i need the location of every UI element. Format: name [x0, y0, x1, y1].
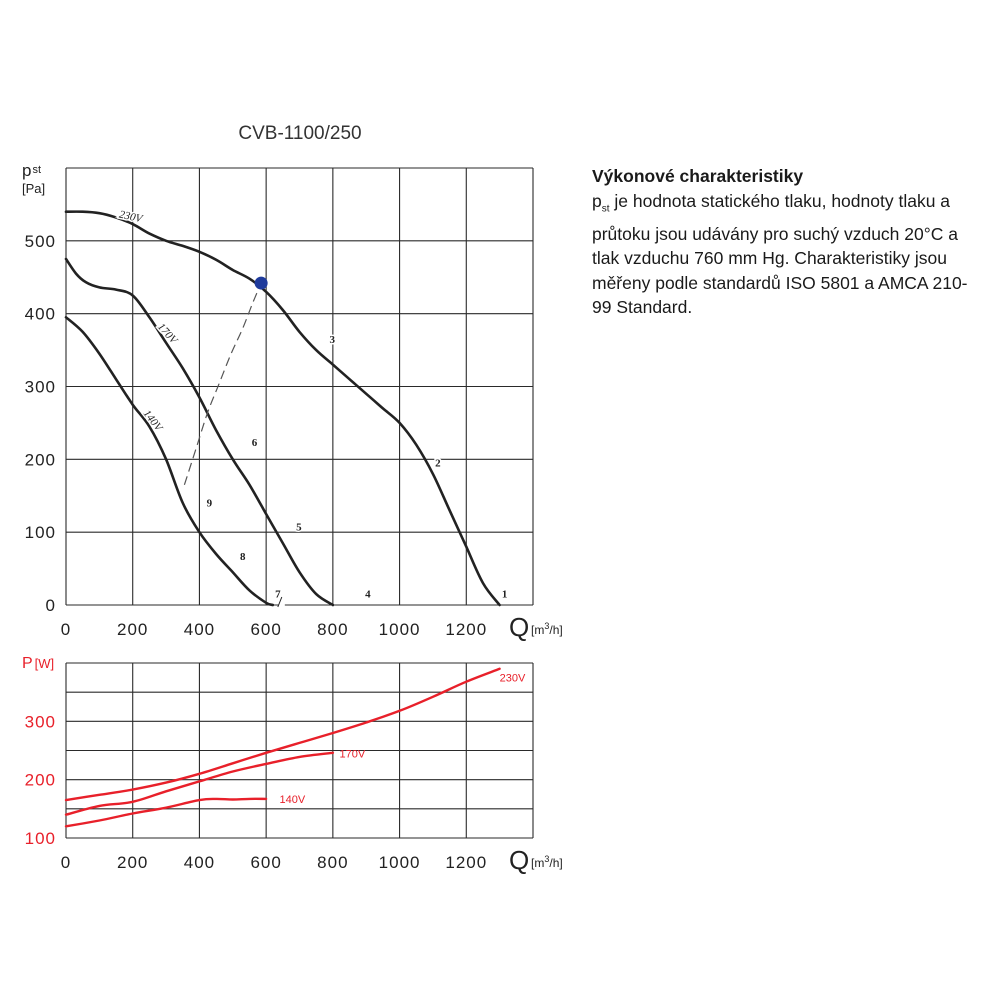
p-x-axis-unit: [m3/h]: [531, 621, 563, 637]
w-y-axis-label: P [W]: [22, 655, 54, 672]
p-operating-point: [254, 276, 268, 290]
w-x-axis-label: Q: [509, 845, 529, 875]
p-xtick-800: 800: [317, 620, 348, 639]
p-xtick-1200: 1200: [445, 620, 487, 639]
p-point-label-8: 8: [240, 551, 246, 563]
w-series-label-170V: 170V: [340, 748, 366, 760]
w-series-230V: [64, 667, 501, 802]
p-point-label-4: 4: [365, 589, 371, 601]
p-x-axis-label: Q: [509, 612, 529, 642]
p-ytick-200: 200: [25, 450, 56, 469]
p-ytick-100: 100: [25, 523, 56, 542]
w-xtick-200: 200: [117, 853, 148, 872]
w-ytick-200: 200: [25, 771, 56, 790]
w-series-170V: [64, 751, 335, 816]
p-ytick-400: 400: [25, 305, 56, 324]
curves-layer: [64, 210, 501, 828]
p-xtick-400: 400: [184, 620, 215, 639]
w-xtick-400: 400: [184, 853, 215, 872]
w-x-axis-unit: [m3/h]: [531, 854, 563, 870]
p-gap-mark-0: [278, 598, 285, 608]
pst-symbol-main: p: [592, 190, 602, 211]
p-xtick-600: 600: [250, 620, 281, 639]
p-series-170V: [64, 257, 335, 607]
p-xtick-1000: 1000: [379, 620, 421, 639]
p-point-label-7: 7: [275, 589, 281, 601]
p-point-label-6: 6: [252, 437, 258, 449]
w-xtick-0: 0: [61, 853, 71, 872]
w-xtick-800: 800: [317, 853, 348, 872]
pst-symbol: pst: [592, 190, 610, 215]
p-ytick-500: 500: [25, 232, 56, 251]
p-chart-title: CVB-1100/250: [238, 123, 361, 144]
p-point-label-1: 1: [502, 589, 508, 601]
description-text: je hodnota statického tlaku, hodnoty tla…: [592, 190, 968, 318]
description-heading: Výkonové charakteristiky: [592, 166, 804, 186]
w-ytick-100: 100: [25, 829, 56, 848]
w-series-140V: [64, 797, 268, 828]
p-series-140V: [64, 316, 275, 607]
p-y-axis-label: pst: [22, 161, 41, 180]
p-xtick-200: 200: [117, 620, 148, 639]
w-xtick-1200: 1200: [445, 853, 487, 872]
w-series-label-230V: 230V: [500, 673, 526, 685]
p-y-axis-unit: [Pa]: [22, 181, 45, 196]
p-point-label-5: 5: [296, 522, 302, 534]
p-ytick-300: 300: [25, 378, 56, 397]
p-point-label-9: 9: [207, 498, 213, 510]
p-point-label-2: 2: [435, 458, 441, 470]
description-block: Výkonové charakteristiky pst je hodnota …: [592, 164, 982, 320]
p-series-230V: [64, 210, 501, 607]
w-ytick-300: 300: [25, 712, 56, 731]
p-ytick-0: 0: [46, 596, 56, 615]
p-gap-mark-line-0: [277, 596, 283, 608]
p-curve-label-230V: 230V: [118, 209, 144, 226]
w-xtick-1000: 1000: [379, 853, 421, 872]
w-series-label-140V: 140V: [279, 794, 305, 806]
pst-symbol-sub: st: [601, 203, 610, 215]
grid-layer: [65, 167, 534, 839]
w-xtick-600: 600: [250, 853, 281, 872]
p-point-label-3: 3: [329, 334, 335, 346]
p-xtick-0: 0: [61, 620, 71, 639]
